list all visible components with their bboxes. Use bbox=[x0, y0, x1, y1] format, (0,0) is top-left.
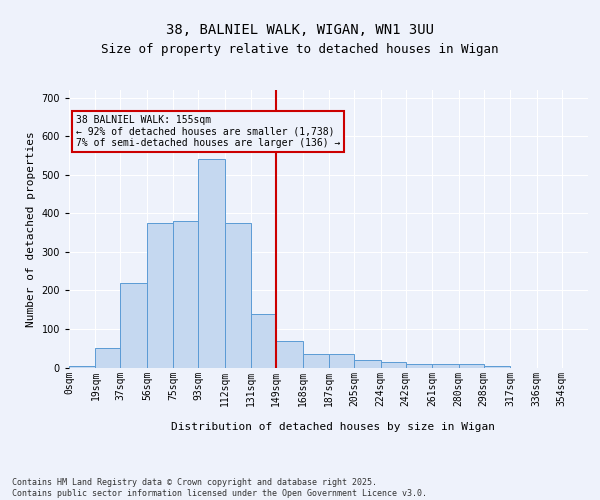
Text: Distribution of detached houses by size in Wigan: Distribution of detached houses by size … bbox=[171, 422, 495, 432]
Bar bbox=[199, 160, 225, 368]
Bar bbox=[147, 223, 173, 368]
Y-axis label: Number of detached properties: Number of detached properties bbox=[26, 131, 36, 326]
Bar bbox=[251, 314, 277, 368]
Bar bbox=[121, 282, 147, 368]
Bar bbox=[303, 354, 329, 368]
Bar bbox=[277, 340, 303, 367]
Bar bbox=[458, 364, 484, 368]
Text: Size of property relative to detached houses in Wigan: Size of property relative to detached ho… bbox=[101, 42, 499, 56]
Bar bbox=[354, 360, 380, 368]
Text: 38, BALNIEL WALK, WIGAN, WN1 3UU: 38, BALNIEL WALK, WIGAN, WN1 3UU bbox=[166, 22, 434, 36]
Bar bbox=[95, 348, 121, 368]
Bar bbox=[69, 366, 95, 368]
Text: 38 BALNIEL WALK: 155sqm
← 92% of detached houses are smaller (1,738)
7% of semi-: 38 BALNIEL WALK: 155sqm ← 92% of detache… bbox=[76, 115, 340, 148]
Bar bbox=[329, 354, 354, 368]
Bar bbox=[173, 221, 199, 368]
Bar bbox=[432, 364, 458, 368]
Bar bbox=[225, 223, 251, 368]
Bar bbox=[484, 366, 510, 368]
Text: Contains HM Land Registry data © Crown copyright and database right 2025.
Contai: Contains HM Land Registry data © Crown c… bbox=[12, 478, 427, 498]
Bar bbox=[380, 362, 406, 368]
Bar bbox=[406, 364, 432, 368]
